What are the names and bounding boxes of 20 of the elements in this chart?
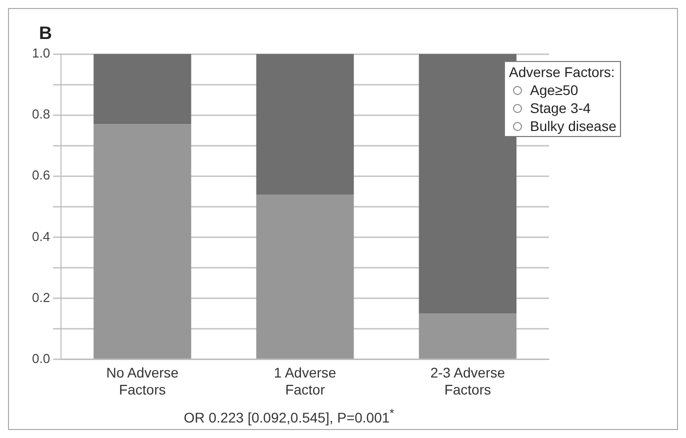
bar (256, 54, 354, 194)
annotation: Age≥50 (530, 81, 578, 99)
chart-title: B (39, 23, 52, 44)
annotation: Bulky disease (530, 117, 616, 135)
annotation: Adverse Factors: (509, 63, 616, 81)
x-tick-label: 1 Adverse Factor (274, 364, 336, 398)
y-tick-label: 0.8 (32, 106, 50, 122)
text: OR 0.223 [0.092,0.545], P=0.001$^{*}$ (182, 407, 396, 426)
y-tick-label: 0.2 (32, 290, 50, 305)
y-tick-label: 0.4 (32, 228, 50, 244)
bar (256, 194, 354, 359)
y-tick-label: 1.0 (32, 46, 50, 61)
x-tick-label: No Adverse Factors (106, 364, 179, 398)
annotation: Stage 3-4 (530, 99, 591, 117)
x-tick-label: 2-3 Adverse Factors (430, 364, 506, 398)
bar (418, 314, 516, 359)
y-tick-label: 0.0 (32, 350, 50, 366)
bar (94, 124, 192, 359)
bar (94, 54, 192, 124)
y-tick-label: 0.6 (32, 168, 50, 183)
